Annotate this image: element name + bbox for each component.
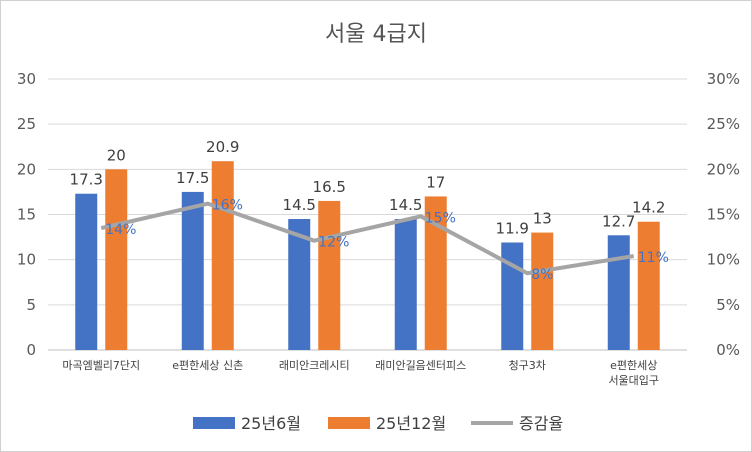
bar-data-label: 12.7 bbox=[602, 212, 635, 230]
chart-title: 서울 4급지 bbox=[325, 22, 427, 47]
x-category-label: e편한세상 신촌 bbox=[172, 359, 243, 372]
bar-data-label: 13 bbox=[533, 210, 552, 228]
legend-swatch bbox=[328, 417, 370, 429]
bar-series2 bbox=[318, 200, 341, 350]
bar-data-label: 17.5 bbox=[176, 169, 209, 187]
y-left-tick-label: 10 bbox=[17, 251, 36, 269]
bar-data-label: 17 bbox=[426, 173, 445, 191]
x-category-label: e편한세상 bbox=[610, 359, 657, 372]
bar-data-label: 14.2 bbox=[632, 199, 665, 217]
line-data-label: 15% bbox=[425, 210, 456, 226]
y-right-tick-label: 10% bbox=[707, 251, 740, 269]
y-left-tick-label: 0 bbox=[26, 341, 36, 359]
y-right-tick-label: 20% bbox=[707, 160, 740, 178]
bar-series1 bbox=[288, 219, 311, 350]
legend-label: 25년6월 bbox=[241, 414, 301, 433]
y-right-tick-label: 25% bbox=[707, 115, 740, 133]
x-category-label: 서울대입구 bbox=[608, 374, 659, 387]
bar-data-label: 20.9 bbox=[206, 138, 239, 156]
y-left-tick-label: 20 bbox=[17, 160, 36, 178]
bar-series1 bbox=[607, 235, 630, 350]
y-left-tick-label: 30 bbox=[17, 70, 36, 88]
x-category-label: 청구3차 bbox=[509, 359, 546, 372]
line-data-label: 14% bbox=[105, 222, 136, 238]
y-right-tick-label: 15% bbox=[707, 206, 740, 224]
bar-series2 bbox=[211, 161, 234, 350]
bar-series1 bbox=[501, 242, 524, 350]
y-left-tick-label: 25 bbox=[17, 115, 36, 133]
bar-data-label: 11.9 bbox=[496, 220, 529, 238]
bar-data-label: 14.5 bbox=[389, 196, 422, 214]
bar-data-label: 20 bbox=[107, 146, 126, 164]
bar-series1 bbox=[75, 193, 98, 350]
line-series-growth bbox=[100, 201, 635, 276]
bar-series2 bbox=[424, 196, 447, 350]
bar-data-label: 16.5 bbox=[313, 178, 346, 196]
line-data-label: 16% bbox=[212, 198, 243, 214]
x-category-label: 마곡엠벨리7단지 bbox=[62, 359, 140, 372]
bar-series1 bbox=[394, 219, 417, 350]
y-left-tick-label: 5 bbox=[26, 296, 36, 314]
bar-series1 bbox=[181, 191, 204, 350]
bar-series2 bbox=[105, 169, 128, 350]
y-right-tick-label: 5% bbox=[716, 296, 740, 314]
line-data-label: 12% bbox=[318, 235, 349, 251]
bar-data-label: 17.3 bbox=[70, 171, 103, 189]
x-category-label: 래미안길음센터피스 bbox=[375, 359, 466, 372]
x-category-label: 래미안크레시티 bbox=[279, 359, 350, 372]
legend-label: 증감율 bbox=[519, 414, 563, 433]
y-right-tick-label: 30% bbox=[707, 70, 740, 88]
legend-swatch bbox=[193, 417, 235, 429]
bar-series2 bbox=[637, 221, 660, 350]
bar-data-label: 14.5 bbox=[283, 196, 316, 214]
line-data-label: 8% bbox=[531, 267, 553, 283]
y-left-tick-label: 15 bbox=[17, 206, 36, 224]
line-data-label: 11% bbox=[638, 250, 669, 266]
y-right-tick-label: 0% bbox=[716, 341, 740, 359]
legend-label: 25년12월 bbox=[376, 414, 446, 433]
bar-series2 bbox=[531, 232, 554, 350]
